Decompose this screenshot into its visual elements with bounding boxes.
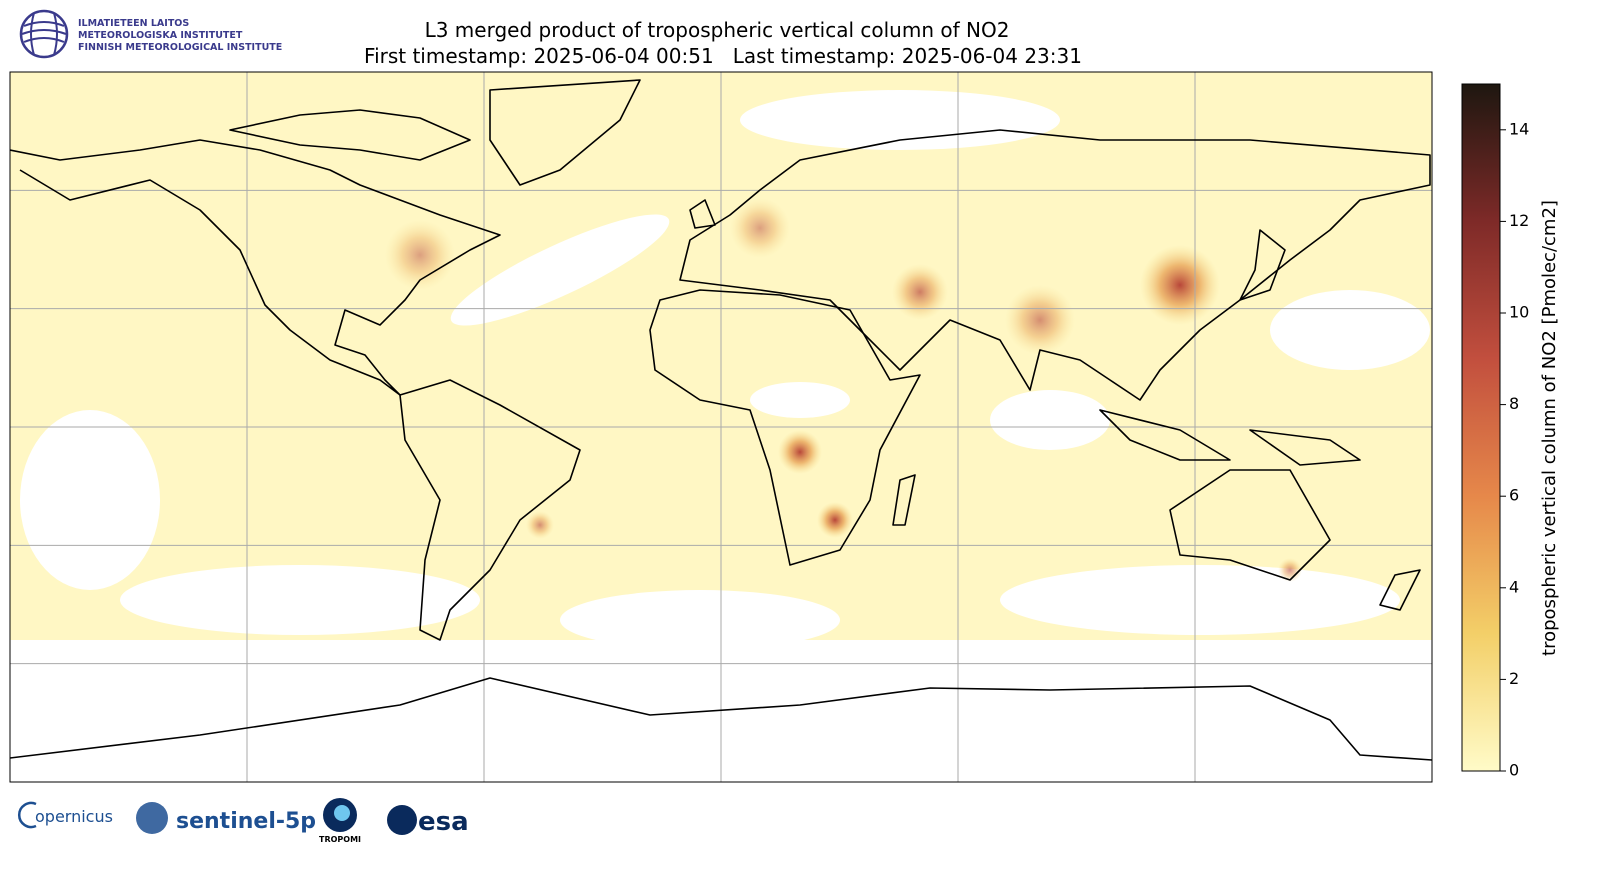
colorbar-tick-label: 10	[1509, 303, 1529, 322]
colorbar-tick-label: 6	[1509, 486, 1519, 505]
copernicus-mark	[18, 801, 37, 829]
logo-copernicus: opernicus	[35, 807, 113, 826]
colorbar-label: tropospheric vertical column of NO2 [Pmo…	[1539, 200, 1560, 656]
coastlines	[10, 79, 1432, 761]
subtitle: First timestamp: 2025-06-04 00:51 Last t…	[364, 44, 1082, 68]
graticule	[10, 72, 1432, 782]
colorbar-tick-label: 14	[1509, 119, 1529, 138]
colorbar-tick-label: 2	[1509, 669, 1519, 688]
logo-sentinel: sentinel-5p	[176, 809, 316, 834]
no2-hotspots	[385, 198, 1302, 582]
colorbar-tick-label: 12	[1509, 211, 1529, 230]
colorbar-tick-label: 0	[1509, 761, 1519, 780]
logo-text: FINNISH METEOROLOGICAL INSTITUTE	[78, 42, 282, 53]
logo-tropomi: TROPOMI	[319, 835, 361, 844]
tropomi-mark	[334, 805, 350, 821]
title: L3 merged product of tropospheric vertic…	[425, 18, 1010, 42]
map	[10, 72, 1432, 782]
esa-mark	[387, 805, 417, 835]
colorbar-tick-label: 8	[1509, 394, 1519, 413]
map-frame	[9, 71, 1433, 783]
logo-esa: esa	[418, 807, 469, 837]
colorbar-tick-label: 4	[1509, 577, 1519, 596]
logo-text: METEOROLOGISKA INSTITUTET	[78, 30, 243, 41]
footer-logos: opernicus sentinel-5p TROPOMI esa	[18, 798, 469, 844]
colorbar-ticks: 0 2 4 6 8 10 12 14	[1500, 119, 1529, 780]
sentinel-mark	[136, 802, 168, 834]
fmi-logo: ILMATIETEEN LAITOS METEOROLOGISKA INSTIT…	[19, 9, 282, 59]
colorbar	[1461, 83, 1501, 772]
logo-text: ILMATIETEEN LAITOS	[78, 18, 189, 29]
